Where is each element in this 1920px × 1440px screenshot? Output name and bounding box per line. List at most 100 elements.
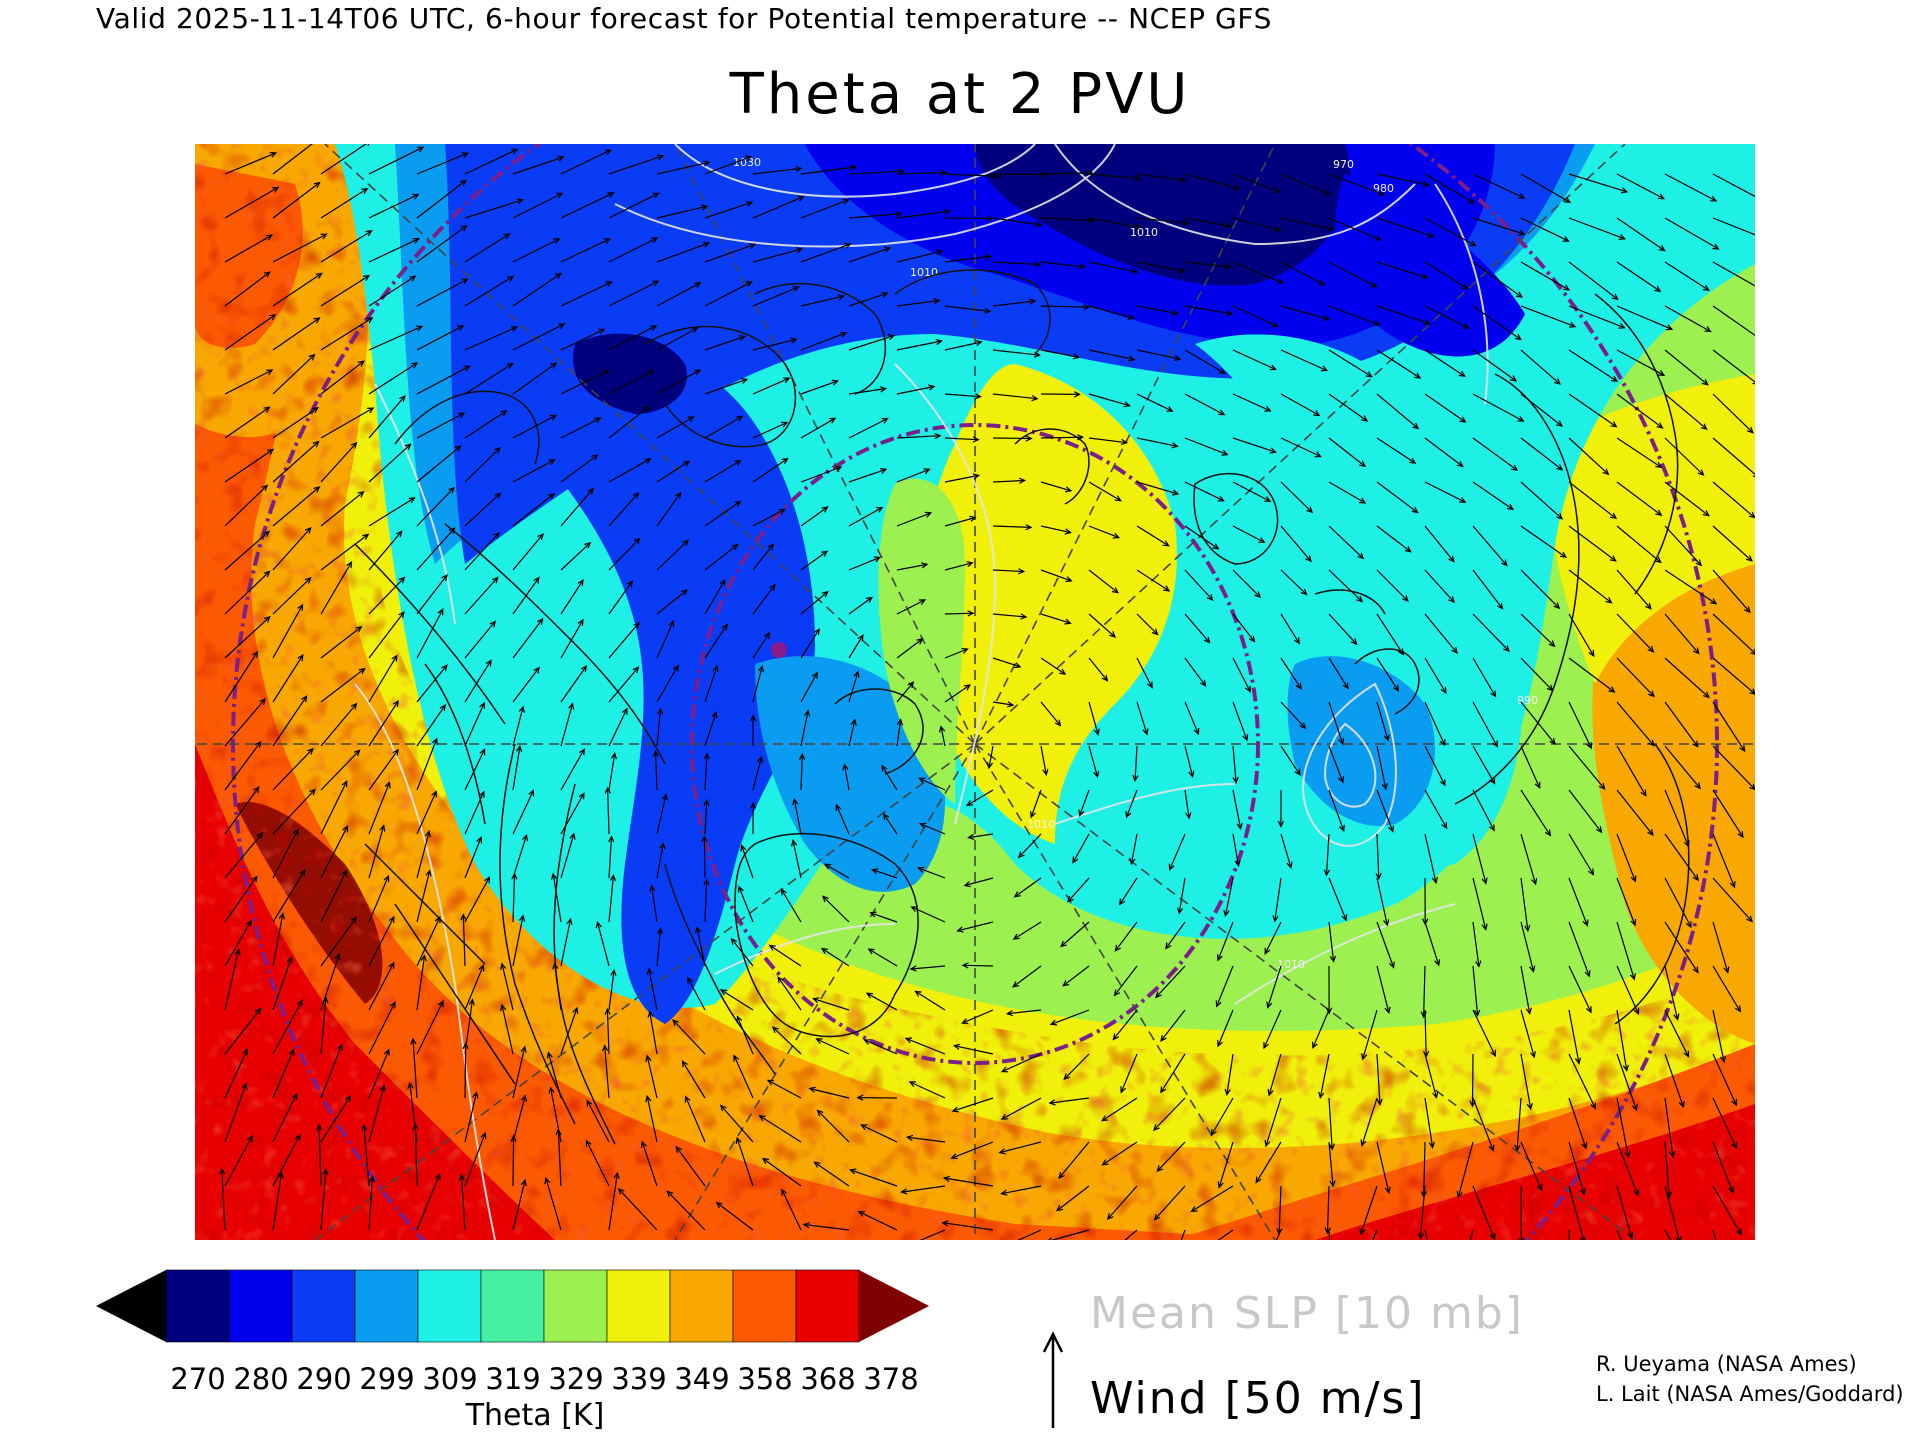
wind-vector-head	[1356, 595, 1364, 603]
wind-vector-head	[1737, 831, 1744, 839]
wind-vector	[1217, 1009, 1234, 1047]
theta-map[interactable]: 1030 1010 1010 1010 970 980 990 1010	[195, 144, 1755, 1240]
wind-vector-head	[1269, 364, 1277, 371]
wind-vector	[1280, 481, 1313, 513]
map-title: Theta at 2 PVU	[729, 62, 1191, 127]
wind-vector	[704, 378, 747, 395]
wind-vector	[992, 261, 1041, 266]
wind-vector-head	[357, 490, 365, 498]
wind-vector-head	[1101, 1159, 1109, 1166]
colorbar-swatch	[417, 1269, 482, 1343]
wind-vector	[320, 561, 353, 615]
wind-vector	[1274, 877, 1282, 922]
wind-vector	[648, 968, 658, 1011]
wind-vector-head	[1383, 734, 1390, 742]
wind-vector-head	[749, 714, 757, 722]
wind-vector-head	[844, 242, 852, 249]
wind-vector	[848, 335, 895, 351]
wind-vector	[512, 362, 557, 395]
wind-vector	[1153, 1097, 1186, 1131]
wind-vector-head	[668, 619, 675, 628]
wind-vector-head	[1066, 895, 1074, 903]
wind-vector	[272, 354, 315, 395]
wind-vector	[320, 1044, 343, 1099]
wind-vector	[656, 928, 662, 967]
wind-vector-head	[434, 1173, 441, 1181]
wind-vector	[704, 712, 717, 747]
wind-vector-head	[350, 702, 358, 710]
wind-vector	[368, 362, 418, 395]
wind-vector-head	[763, 631, 771, 639]
wind-vector	[1263, 1009, 1282, 1049]
wind-vector	[272, 317, 320, 351]
wind-vector	[512, 156, 564, 175]
wind-vector	[896, 719, 902, 747]
wind-vector-head	[510, 326, 519, 332]
wind-vector	[1018, 833, 1042, 858]
wind-legend: Wind [50 m/s]	[1090, 1373, 1426, 1424]
wind-vector	[1328, 921, 1335, 962]
wind-vector-head	[1318, 279, 1326, 286]
wind-vector-head	[412, 193, 420, 200]
wind-vector-head	[1178, 267, 1187, 274]
wind-vector	[1328, 393, 1368, 422]
wind-vector-head	[848, 1168, 857, 1175]
wind-vector	[919, 1229, 946, 1240]
wind-vector-head	[459, 179, 467, 187]
wind-vector	[1664, 173, 1717, 202]
wind-vector	[1224, 877, 1234, 916]
wind-vector	[1568, 657, 1615, 693]
wind-vector-head	[1078, 263, 1086, 270]
wind-vector	[272, 272, 323, 307]
wind-vector-head	[1342, 682, 1349, 690]
wind-vector	[1520, 1009, 1535, 1058]
wind-vector	[1136, 657, 1153, 688]
wind-vector-head	[308, 353, 316, 361]
wind-vector-head	[431, 790, 437, 798]
wind-vector	[1712, 701, 1746, 752]
wind-vector	[957, 921, 994, 932]
wind-vector	[741, 845, 754, 879]
forecast-caption: Valid 2025-11-14T06 UTC, 6-hour forecast…	[96, 2, 1272, 35]
wind-vector-head	[1702, 284, 1710, 292]
wind-vector-head	[820, 947, 829, 955]
wind-vector	[1520, 217, 1569, 242]
wind-vector	[1568, 173, 1628, 193]
wind-vector	[1424, 305, 1469, 329]
wind-vector	[1312, 1009, 1330, 1048]
wind-vector-head	[1692, 740, 1699, 748]
wind-vector	[992, 569, 1024, 573]
wind-vector-head	[245, 919, 252, 927]
wind-vector	[1232, 525, 1265, 543]
wind-vector-head	[652, 192, 660, 199]
wind-vector	[1712, 305, 1755, 337]
wind-vector	[1088, 657, 1108, 682]
wind-vector-head	[656, 154, 665, 161]
wind-vector	[320, 230, 372, 263]
wind-vector	[1088, 613, 1116, 638]
wind-vector	[608, 538, 641, 571]
wind-vector-head	[399, 395, 406, 403]
wind-vector-head	[388, 961, 395, 969]
wind-vector-head	[966, 561, 974, 568]
wind-vector	[412, 1038, 418, 1099]
wind-vector	[1664, 701, 1699, 747]
wind-vector	[1232, 833, 1240, 867]
wind-vector-head	[503, 233, 511, 240]
wind-vector-head	[682, 539, 689, 547]
wind-vector-head	[1481, 877, 1488, 885]
wind-vector	[1424, 393, 1466, 423]
wind-vector-head	[661, 793, 668, 801]
wind-vector	[656, 620, 674, 659]
wind-vector-head	[1264, 1140, 1271, 1148]
wind-vector-head	[802, 1222, 810, 1229]
colorbar-tick: 339	[611, 1362, 667, 1396]
wind-vector-head	[608, 835, 615, 843]
wind-vector-head	[1318, 1091, 1325, 1100]
credit-line-2: L. Lait (NASA Ames/Goddard)	[1596, 1382, 1904, 1406]
wind-vector	[560, 542, 591, 571]
wind-vector	[868, 948, 898, 967]
wind-vector	[1226, 1053, 1234, 1095]
wind-vector-head	[933, 298, 941, 305]
wind-vector	[1712, 613, 1755, 655]
